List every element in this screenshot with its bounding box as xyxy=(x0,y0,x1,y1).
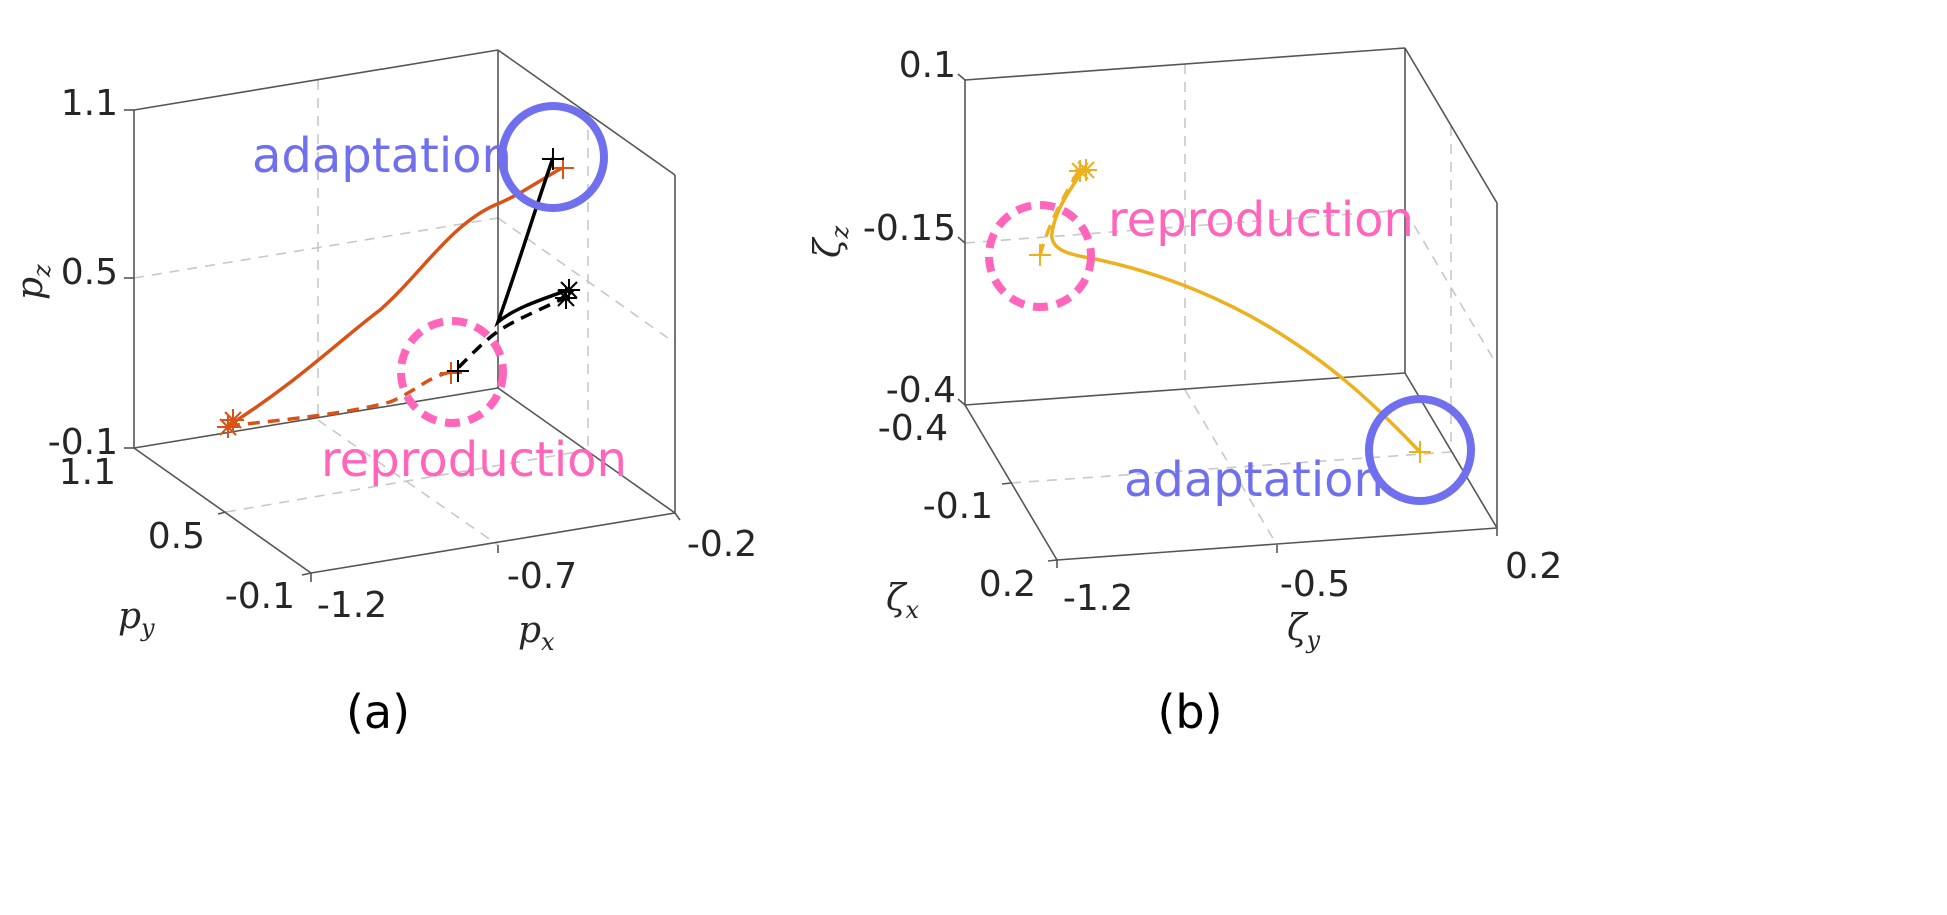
panel-b-ztick-label: -0.15 xyxy=(863,208,956,249)
panel-b-ztick-label: -0.4 xyxy=(886,370,956,411)
panel-b-grid-line xyxy=(1184,389,1278,546)
panel-b-zlabel-main: ζ xyxy=(808,236,849,258)
panel-a-axis-line xyxy=(497,387,676,514)
panel-a-axis-line xyxy=(133,387,499,449)
panel-a-series-line xyxy=(454,294,569,372)
panel-b-tick-mark xyxy=(1001,482,1012,485)
panel-b-ylabel-sub: y xyxy=(1306,626,1321,654)
asterisk-marker-stroke xyxy=(219,418,237,436)
panel-a-end-marker xyxy=(552,157,574,179)
panel-a: 1.1 0.5 -0.1 1.1 0.5 -0.1 -1.2 -0.7 -0.2… xyxy=(10,49,757,739)
panel-b-axis-line xyxy=(1404,47,1498,204)
panel-a-ytick-label: -0.1 xyxy=(225,576,295,617)
panel-a-xlabel: px xyxy=(518,610,555,656)
panel-b-tick-mark xyxy=(957,73,966,81)
panel-a-grid-line xyxy=(317,419,499,546)
panel-b-xlabel-main: ζ xyxy=(886,578,908,619)
panel-b-adaptation-circle xyxy=(1365,395,1475,505)
panel-a-series-line xyxy=(227,370,453,428)
panel-a-ylabel-main: p xyxy=(118,596,141,637)
panel-a-xlabel-main: p xyxy=(518,610,541,651)
panel-b-series-line xyxy=(1050,169,1422,454)
panel-b-grid xyxy=(964,64,1498,546)
panel-b-axis-line xyxy=(964,47,1406,81)
panel-a-label: (a) xyxy=(346,685,410,739)
panel-b-tick-mark xyxy=(957,236,966,244)
panel-b-zlabel: ζz xyxy=(808,225,854,258)
panel-a-xlabel-sub: x xyxy=(541,628,555,656)
panel-a-tick-mark xyxy=(217,511,227,515)
panel-a-tick-mark xyxy=(301,572,312,576)
panel-a-reproduction-label: reproduction xyxy=(321,432,627,488)
panel-a-xtick-label: -1.2 xyxy=(317,585,387,626)
panel-a-reproduction-circle xyxy=(397,317,507,427)
panel-b-start-marker xyxy=(1075,159,1097,181)
panel-a-axis-line xyxy=(497,49,676,176)
panel-b: 0.1 -0.15 -0.4 -0.4 -0.1 0.2 -1.2 -0.5 0… xyxy=(808,45,1562,739)
panel-a-series-line xyxy=(494,157,569,328)
panel-a-series xyxy=(217,148,580,438)
panel-a-start-marker xyxy=(555,287,577,309)
panel-b-label: (b) xyxy=(1157,685,1222,739)
panel-a-adaptation-circle xyxy=(498,102,608,212)
panel-a-adaptation-label: adaptation xyxy=(252,128,512,184)
panel-a-xtick-label: -0.7 xyxy=(507,556,577,597)
panel-a-zlabel-main: p xyxy=(10,277,51,300)
panel-b-ztick-label: 0.1 xyxy=(899,45,956,86)
panel-b-reproduction-label: reproduction xyxy=(1108,192,1414,248)
panel-a-ytick-label: 1.1 xyxy=(59,452,116,493)
panel-b-xlabel-sub: x xyxy=(906,596,920,624)
panel-a-ylabel-sub: y xyxy=(140,614,155,642)
panel-b-axis-line xyxy=(964,372,1406,406)
panel-a-end-marker xyxy=(542,148,564,170)
panel-b-xlabel: ζx xyxy=(886,578,920,624)
panel-a-zlabel-sub: z xyxy=(28,264,56,278)
panel-b-end-marker xyxy=(1409,441,1431,463)
panel-a-zlabel: pz xyxy=(10,264,56,300)
panel-a-xtick-label: -0.2 xyxy=(687,524,757,565)
panel-a-grid-line xyxy=(133,217,499,279)
panel-b-grid-line xyxy=(1404,209,1498,366)
panel-b-tick-mark xyxy=(957,398,966,406)
panel-a-end-marker xyxy=(447,360,469,382)
panel-b-xtick-label: -0.1 xyxy=(923,486,993,527)
panel-b-ticks xyxy=(957,73,1498,568)
panel-b-reproduction-circle xyxy=(985,201,1095,311)
panel-b-ytick-label: 0.2 xyxy=(1505,546,1562,587)
asterisk-marker-stroke xyxy=(557,289,575,307)
panel-a-ticks xyxy=(124,109,681,582)
panel-a-ylabel: py xyxy=(118,596,155,642)
panel-b-ytick-label: -1.2 xyxy=(1063,578,1133,619)
panel-a-ztick-label: -0.1 xyxy=(48,422,118,463)
panel-a-axis-line xyxy=(133,49,499,111)
panel-b-xtick-label: 0.2 xyxy=(979,564,1036,605)
panel-b-zlabel-sub: z xyxy=(826,225,854,239)
panel-a-axis-line xyxy=(133,447,312,574)
panel-a-series-line xyxy=(227,166,563,428)
panel-a-ztick-label: 1.1 xyxy=(61,83,118,124)
panel-b-end-marker xyxy=(1029,244,1051,266)
asterisk-marker-stroke xyxy=(1077,161,1095,179)
panel-b-frame xyxy=(964,47,1498,561)
panel-b-axis-line xyxy=(1056,527,1498,561)
panel-a-start-marker xyxy=(217,416,239,438)
panel-b-tick-mark xyxy=(1047,559,1058,562)
panel-a-grid-line xyxy=(225,449,589,513)
panel-b-ylabel: ζy xyxy=(1287,608,1321,654)
panel-b-series xyxy=(1029,159,1431,463)
panel-a-axis-line xyxy=(310,512,676,574)
panel-a-ztick-label: 0.5 xyxy=(61,252,118,293)
panel-b-adaptation-label: adaptation xyxy=(1124,452,1384,508)
panel-b-axis-line xyxy=(964,404,1058,561)
panel-a-grid-line xyxy=(497,217,676,344)
panel-b-series-line xyxy=(1038,171,1080,256)
panel-a-ytick-label: 0.5 xyxy=(148,516,205,557)
panel-b-ylabel-main: ζ xyxy=(1287,608,1309,649)
panel-a-frame xyxy=(133,49,676,574)
panel-b-ytick-label: -0.5 xyxy=(1280,564,1350,605)
panel-b-xtick-label: -0.4 xyxy=(878,408,948,449)
panel-a-tick-mark xyxy=(674,512,681,521)
